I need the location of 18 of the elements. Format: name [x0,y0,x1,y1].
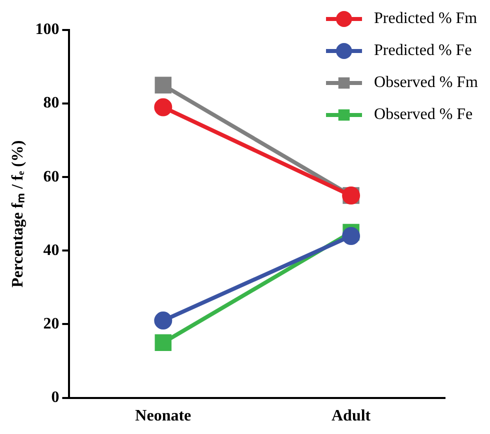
y-tick-label: 0 [51,388,60,406]
y-tick-label: 60 [43,168,60,186]
legend-label: Observed % Fm [374,74,479,92]
x-tick-label: Adult [331,408,372,425]
x-tick-label: Neonate [135,408,192,425]
y-axis-title: Percentage fₘ / fₑ (%) [10,140,27,288]
y-tick-label: 40 [43,242,60,259]
point [342,226,360,245]
legend-label: Predicted % Fm [374,10,478,28]
point [154,98,172,116]
y-tick-label: 80 [43,94,60,112]
point [154,312,172,330]
legend-label: Observed % Fe [374,106,473,124]
y-tick-label: 100 [35,21,60,38]
y-tick-label: 20 [43,315,60,332]
legend-label: Predicted % Fe [374,42,472,60]
point [154,334,172,351]
point [154,76,172,94]
